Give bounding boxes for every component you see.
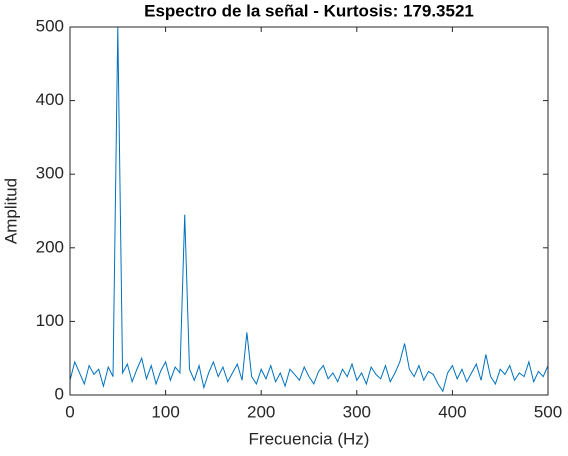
data-line xyxy=(70,27,548,393)
chart-title: Espectro de la señal - Kurtosis: 179.352… xyxy=(144,1,474,20)
x-tick-label: 500 xyxy=(534,402,562,421)
y-tick-label: 300 xyxy=(36,164,64,183)
y-tick-label: 500 xyxy=(36,16,64,35)
x-tick-label: 0 xyxy=(65,402,74,421)
x-tick-label: 200 xyxy=(247,402,275,421)
x-tick-label: 400 xyxy=(438,402,466,421)
x-tick-label: 300 xyxy=(343,402,371,421)
y-tick-label: 400 xyxy=(36,90,64,109)
y-tick-label: 200 xyxy=(36,237,64,256)
plot-frame xyxy=(69,26,549,396)
y-tick-label: 0 xyxy=(55,384,64,403)
x-axis-label: Frecuencia (Hz) xyxy=(249,429,370,448)
x-tick-label: 100 xyxy=(151,402,179,421)
y-axis-label: Amplitud xyxy=(1,178,20,244)
y-tick-label: 100 xyxy=(36,311,64,330)
